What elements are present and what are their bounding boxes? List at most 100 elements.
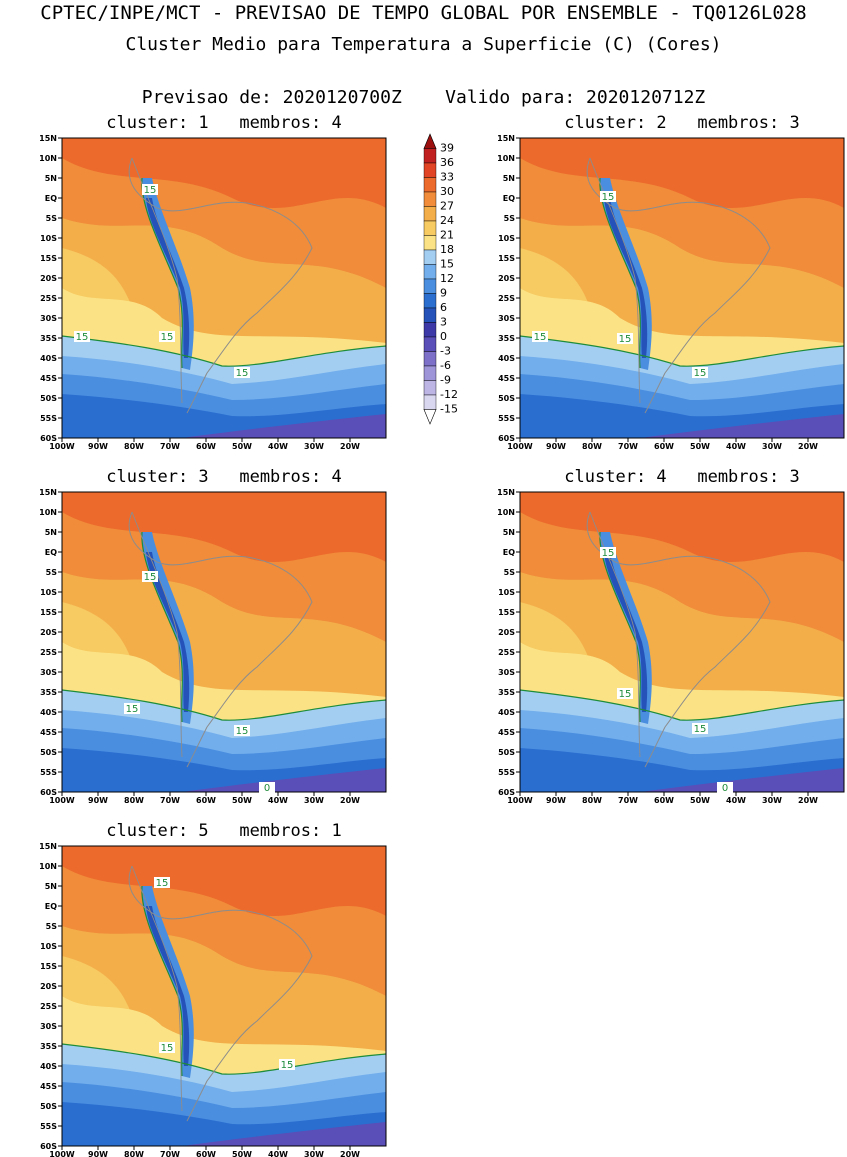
lat-label: 15N (497, 488, 515, 497)
lon-label: 70W (160, 442, 180, 451)
colorbar-swatch (423, 235, 437, 251)
lon-label: 30W (762, 796, 782, 805)
contour-label-text: 15 (161, 332, 174, 343)
colorbar-swatch (423, 162, 437, 178)
colorbar-swatch (423, 206, 437, 222)
lon-label: 40W (726, 442, 746, 451)
contour-label-text: 15 (126, 704, 139, 715)
lat-label: 55S (498, 414, 515, 423)
colorbar-label: 21 (440, 229, 454, 242)
lon-label: 30W (304, 796, 324, 805)
lat-label: 60S (40, 434, 57, 443)
lat-label: 5N (45, 882, 57, 891)
contour-label-text: 15 (602, 192, 615, 203)
lat-label: 35S (498, 688, 515, 697)
contour-label-text: 0 (722, 783, 728, 794)
lat-label: 50S (40, 748, 57, 757)
lat-label: 20S (40, 274, 57, 283)
contour-label-c2: 15 (692, 367, 708, 379)
lon-label: 80W (124, 1150, 144, 1157)
colorbar-label: 30 (440, 185, 454, 198)
contour-label-text: 15 (534, 332, 547, 343)
lon-label: 70W (160, 1150, 180, 1157)
lon-label: 90W (88, 1150, 108, 1157)
lat-label: 35S (498, 334, 515, 343)
colorbar-label: 12 (440, 272, 454, 285)
colorbar-swatch (423, 191, 437, 207)
lon-label: 50W (232, 442, 252, 451)
temperature-field-c2 (519, 137, 845, 439)
lat-label: EQ (45, 902, 57, 911)
lat-label: 15S (498, 608, 515, 617)
lat-label: EQ (45, 548, 57, 557)
map-frame-c2 (519, 137, 845, 439)
lon-label: 60W (654, 442, 674, 451)
page-subtitle: Cluster Medio para Temperatura a Superfi… (125, 34, 722, 55)
colorbar-label: 24 (440, 214, 454, 227)
lat-label: 40S (40, 1062, 57, 1071)
lon-label: 80W (582, 442, 602, 451)
temperature-field-c3 (61, 491, 387, 793)
contour-label-c5: 15 (159, 1042, 175, 1054)
contour-label-text: 15 (281, 1060, 294, 1071)
colorbar-swatch (423, 293, 437, 309)
colorbar-arrow-bottom (423, 409, 437, 425)
lat-label: 20S (498, 274, 515, 283)
colorbar-label: 3 (440, 316, 447, 329)
contour-label-c2: 15 (617, 333, 633, 345)
temperature-field-c4 (519, 491, 845, 793)
lat-label: 60S (498, 788, 515, 797)
contour-label-c1: 15 (74, 331, 90, 343)
lat-label: 35S (40, 688, 57, 697)
lat-label: 15N (39, 134, 57, 143)
lat-label: 15S (40, 608, 57, 617)
colorbar-swatch (423, 336, 437, 352)
lat-label: 35S (40, 1042, 57, 1051)
lat-label: 10N (497, 154, 515, 163)
contour-label-c4: 15 (600, 547, 616, 559)
lat-label: 5S (46, 214, 58, 223)
contour-label-c2: 15 (532, 331, 548, 343)
panel-title-c1: cluster: 1 membros: 4 (106, 113, 342, 133)
map-frame-c3 (61, 491, 387, 793)
colorbar-swatch (423, 249, 437, 265)
contour-label-c5: 15 (154, 877, 170, 889)
forecast-validity: Previsao de: 2020120700Z Valido para: 20… (141, 87, 706, 108)
lat-label: 5S (504, 214, 516, 223)
lat-label: 15S (40, 962, 57, 971)
lat-label: 35S (40, 334, 57, 343)
lat-label: 25S (498, 294, 515, 303)
lon-label: 50W (690, 796, 710, 805)
lat-label: 5S (46, 922, 58, 931)
lon-label: 80W (124, 796, 144, 805)
lat-label: 15S (498, 254, 515, 263)
lat-label: 45S (40, 374, 57, 383)
lat-label: 40S (498, 354, 515, 363)
lon-label: 30W (762, 442, 782, 451)
lon-label: 40W (268, 796, 288, 805)
lat-label: 25S (498, 648, 515, 657)
lat-label: 55S (40, 768, 57, 777)
colorbar-label: 0 (440, 330, 447, 343)
contour-label-text: 15 (161, 1043, 174, 1054)
lon-label: 100W (507, 796, 533, 805)
lat-label: 25S (40, 648, 57, 657)
lat-label: 10N (39, 862, 57, 871)
lon-label: 80W (124, 442, 144, 451)
contour-label-c5: 15 (279, 1059, 295, 1071)
panel-title-c2: cluster: 2 membros: 3 (564, 113, 800, 133)
lat-label: 25S (40, 294, 57, 303)
lon-label: 90W (88, 796, 108, 805)
lat-label: 5N (45, 174, 57, 183)
colorbar-label: -6 (440, 359, 451, 372)
panel-title-c5: cluster: 5 membros: 1 (106, 821, 342, 841)
contour-label-c1: 15 (234, 367, 250, 379)
lon-label: 70W (160, 796, 180, 805)
contour-label-text: 15 (602, 548, 615, 559)
lat-label: EQ (503, 194, 515, 203)
lat-label: 30S (498, 314, 515, 323)
temperature-field-c1 (61, 137, 387, 439)
contour-label-text: 15 (236, 368, 249, 379)
colorbar-label: 27 (440, 200, 454, 213)
